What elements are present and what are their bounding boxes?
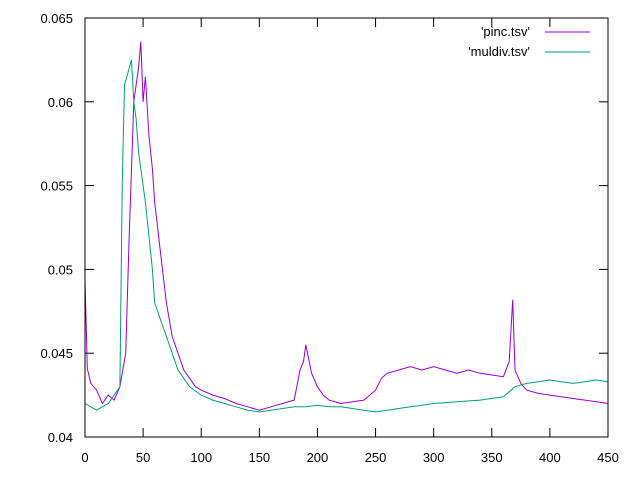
x-tick-label: 50 xyxy=(136,450,150,465)
x-tick-label: 150 xyxy=(248,450,270,465)
series-line-muldiv xyxy=(84,59,609,413)
y-axis-ticks: 0.04 0.045 0.05 0.055 0.06 0.065 xyxy=(40,11,608,445)
x-axis-ticks: 0 50 100 150 200 250 300 350 400 450 xyxy=(81,18,619,465)
series-layer xyxy=(84,41,609,413)
x-tick-label: 350 xyxy=(481,450,503,465)
legend-label-pinc: 'pinc.tsv' xyxy=(481,24,530,39)
x-tick-label: 100 xyxy=(190,450,212,465)
x-tick-label: 400 xyxy=(539,450,561,465)
x-tick-label: 200 xyxy=(307,450,329,465)
x-tick-label: 450 xyxy=(597,450,619,465)
x-tick-label: 300 xyxy=(423,450,445,465)
x-tick-label: 0 xyxy=(81,450,88,465)
series-line-pinc xyxy=(84,41,609,411)
y-tick-label: 0.065 xyxy=(40,11,73,26)
x-tick-label: 250 xyxy=(365,450,387,465)
y-tick-label: 0.055 xyxy=(40,179,73,194)
y-tick-label: 0.045 xyxy=(40,346,73,361)
y-tick-label: 0.06 xyxy=(48,95,73,110)
legend-label-muldiv: 'muldiv.tsv' xyxy=(468,44,530,59)
legend: 'pinc.tsv' 'muldiv.tsv' xyxy=(468,24,590,59)
plot-frame xyxy=(84,17,609,438)
y-tick-label: 0.04 xyxy=(48,430,73,445)
y-tick-label: 0.05 xyxy=(48,262,73,277)
